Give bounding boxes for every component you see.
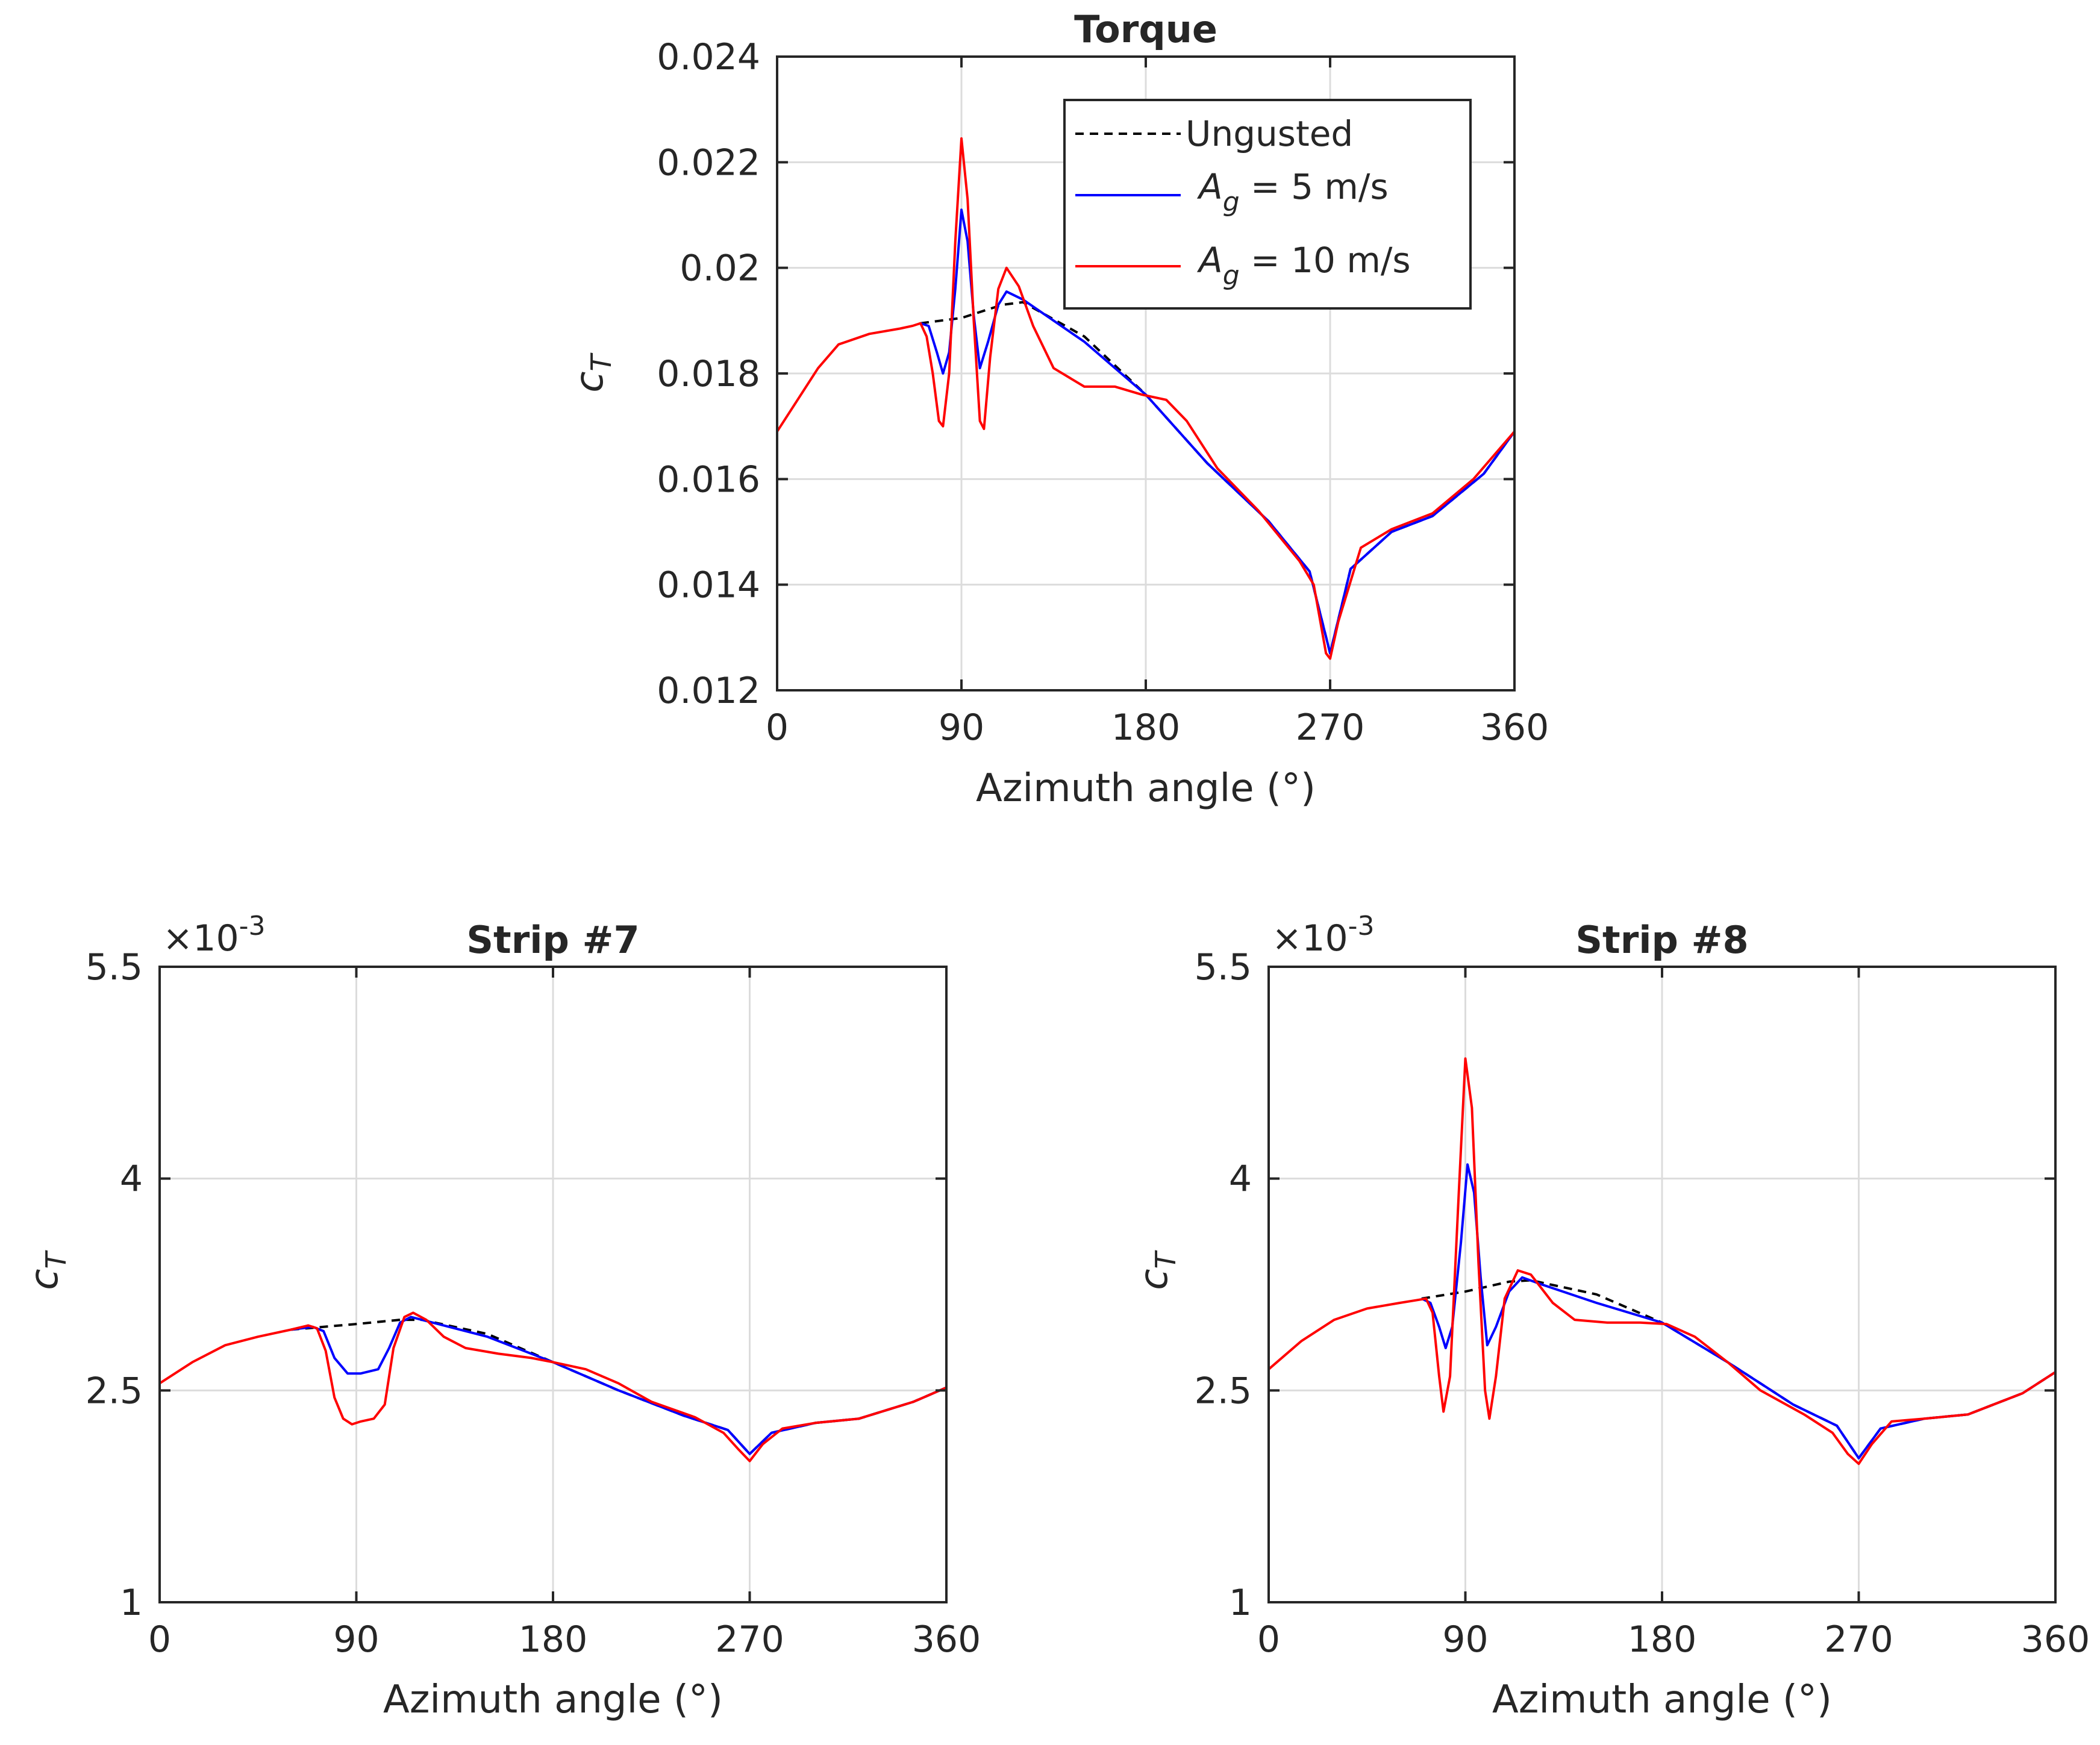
strip8-ytick-label-3: 5.5	[1195, 946, 1252, 988]
strip7-xtick-label-1: 90	[333, 1619, 379, 1661]
strip8-y-axis-label-sub: T	[1149, 1249, 1182, 1269]
strip8-xtick-label-3: 270	[1824, 1619, 1893, 1661]
strip7-series-a-g-10-m-s	[158, 1311, 947, 1462]
strip8-series-group	[1267, 1057, 2057, 1466]
strip7-series-group	[158, 1311, 947, 1462]
torque-y-axis-label: cT	[567, 352, 617, 392]
strip7-xtick-label-4: 360	[912, 1619, 981, 1661]
strip7-y-axis-label-main: c	[22, 1269, 67, 1290]
chart-strip-7: 0 90 180 270 360 1 2.5 4 5.5 Strip #7 ×10-3 Azim…	[22, 911, 981, 1722]
torque-title: Torque	[1074, 7, 1217, 51]
torque-xtick-label-2: 180	[1111, 707, 1181, 749]
torque-ytick-label-2: 0.016	[657, 458, 760, 501]
strip8-xtick-label-0: 0	[1257, 1619, 1280, 1661]
strip7-ticks: 0 90 180 270 360 1 2.5 4 5.5	[86, 946, 981, 1661]
torque-ticks: 0 90 180 270 360 0.012 0.014 0.016 0.018 0.02 0.02…	[657, 36, 1549, 749]
strip8-title: Strip #8	[1575, 918, 1748, 962]
strip7-title: Strip #7	[466, 918, 639, 962]
torque-series-group	[776, 137, 1516, 660]
strip7-multiplier: ×10-3	[163, 911, 266, 960]
strip8-ticks: 0 90 180 270 360 1 2.5 4 5.5	[1195, 946, 2090, 1661]
torque-x-axis-label: Azimuth angle (°)	[976, 766, 1316, 811]
strip7-x-axis-label: Azimuth angle (°)	[383, 1678, 723, 1722]
chart-strip-8: 0 90 180 270 360 1 2.5 4 5.5 Strip #8 ×10-3 Azim…	[1132, 911, 2090, 1722]
torque-ytick-label-0: 0.012	[657, 670, 760, 712]
torque-series-a-g-10-m-s	[776, 137, 1516, 660]
strip8-x-axis-label: Azimuth angle (°)	[1492, 1678, 1832, 1722]
legend-label-ungusted: Ungusted	[1186, 113, 1353, 154]
strip7-ytick-label-1: 2.5	[86, 1370, 143, 1412]
strip8-multiplier-base: ×10	[1272, 917, 1348, 960]
strip7-multiplier-exp: -3	[239, 911, 266, 941]
strip8-ytick-label-0: 1	[1229, 1582, 1252, 1624]
strip8-y-axis-label: cT	[1132, 1249, 1182, 1290]
legend-label-ag5: Ag = 5 m/s	[1196, 166, 1389, 217]
legend-box	[1063, 99, 1472, 310]
strip7-ytick-label-3: 5.5	[86, 946, 143, 988]
strip8-xtick-label-2: 180	[1628, 1619, 1697, 1661]
strip7-grid	[160, 967, 946, 1602]
legend-label-ag5-main: A	[1196, 166, 1223, 207]
strip7-xtick-label-0: 0	[148, 1619, 171, 1661]
strip7-y-axis-label: cT	[22, 1249, 72, 1290]
strip8-multiplier-exp: -3	[1348, 911, 1375, 941]
strip7-y-axis-label-sub: T	[40, 1249, 72, 1269]
strip8-xtick-label-4: 360	[2021, 1619, 2090, 1661]
strip8-grid	[1269, 967, 2055, 1602]
legend-label-ag10-main: A	[1196, 240, 1223, 281]
strip7-xtick-label-2: 180	[519, 1619, 588, 1661]
torque-xtick-label-4: 360	[1480, 707, 1549, 749]
legend-label-ag10: Ag = 10 m/s	[1196, 240, 1411, 291]
strip8-ytick-label-1: 2.5	[1195, 1370, 1252, 1412]
torque-y-axis-label-main: c	[567, 371, 612, 392]
strip7-multiplier-base: ×10	[163, 917, 239, 960]
strip7-xtick-label-3: 270	[715, 1619, 784, 1661]
torque-ytick-label-5: 0.022	[657, 142, 760, 184]
torque-xtick-label-1: 90	[939, 707, 984, 749]
legend-label-ag5-rest: = 5 m/s	[1240, 166, 1389, 207]
torque-ytick-label-4: 0.02	[680, 248, 760, 290]
chart-torque: 0 90 180 270 360 0.012 0.014 0.016 0.018 0.02 0.02…	[567, 7, 1549, 811]
legend-label-ag10-rest: = 10 m/s	[1240, 240, 1411, 281]
strip8-multiplier: ×10-3	[1272, 911, 1375, 960]
strip7-ytick-label-0: 1	[120, 1582, 143, 1624]
legend-label-ag5-sub: g	[1223, 187, 1240, 217]
torque-ytick-label-3: 0.018	[657, 353, 760, 395]
torque-xtick-label-0: 0	[766, 707, 789, 749]
strip8-series-a-g-10-m-s	[1267, 1057, 2057, 1466]
strip8-ytick-label-2: 4	[1229, 1158, 1252, 1200]
torque-y-axis-label-sub: T	[585, 352, 617, 371]
strip8-y-axis-label-main: c	[1132, 1269, 1177, 1290]
torque-ytick-label-1: 0.014	[657, 564, 760, 607]
legend-label-ag10-sub: g	[1223, 260, 1240, 291]
strip8-xtick-label-1: 90	[1442, 1619, 1488, 1661]
torque-ytick-label-6: 0.024	[657, 36, 760, 78]
legend: Ungusted Ag = 5 m/s Ag = 10 m/s	[1063, 99, 1472, 310]
strip7-ytick-label-2: 4	[120, 1158, 143, 1200]
torque-xtick-label-3: 270	[1296, 707, 1365, 749]
